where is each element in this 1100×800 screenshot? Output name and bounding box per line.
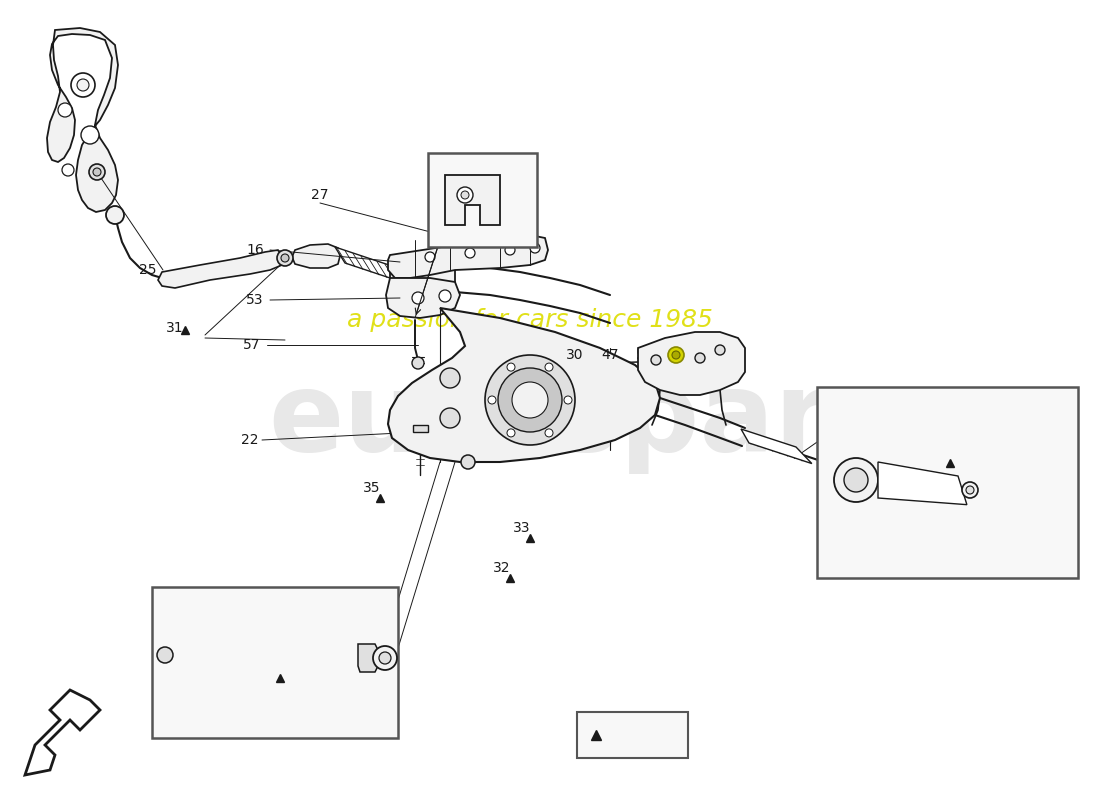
Circle shape <box>89 164 104 180</box>
Circle shape <box>412 292 424 304</box>
Circle shape <box>505 245 515 255</box>
Circle shape <box>81 126 99 144</box>
Circle shape <box>925 553 945 573</box>
Text: 35: 35 <box>363 481 381 495</box>
Text: 34: 34 <box>263 661 280 675</box>
Circle shape <box>465 248 475 258</box>
Circle shape <box>672 351 680 359</box>
Polygon shape <box>386 278 460 318</box>
Circle shape <box>507 363 515 371</box>
Circle shape <box>834 458 878 502</box>
Polygon shape <box>47 28 118 212</box>
Circle shape <box>564 396 572 404</box>
Circle shape <box>849 468 864 482</box>
Text: 25: 25 <box>140 263 156 277</box>
FancyBboxPatch shape <box>817 387 1078 578</box>
Text: eurospares: eurospares <box>268 366 971 474</box>
Text: 31: 31 <box>166 321 184 335</box>
Polygon shape <box>388 235 548 278</box>
Text: = 1: = 1 <box>630 728 654 742</box>
Text: 33: 33 <box>514 521 530 535</box>
Text: 16: 16 <box>246 243 264 257</box>
FancyBboxPatch shape <box>578 712 688 758</box>
Circle shape <box>77 79 89 91</box>
Circle shape <box>966 486 974 494</box>
Text: 53: 53 <box>246 293 264 307</box>
Text: 27: 27 <box>311 188 329 202</box>
Polygon shape <box>388 308 660 462</box>
Circle shape <box>58 103 72 117</box>
Polygon shape <box>292 244 340 268</box>
Circle shape <box>62 164 74 176</box>
Circle shape <box>425 252 435 262</box>
Polygon shape <box>358 644 378 672</box>
Text: 36: 36 <box>432 156 450 170</box>
Circle shape <box>544 429 553 437</box>
Circle shape <box>512 382 548 418</box>
Polygon shape <box>878 462 967 505</box>
Circle shape <box>715 345 725 355</box>
Circle shape <box>280 254 289 262</box>
Circle shape <box>488 396 496 404</box>
Circle shape <box>439 290 451 302</box>
Circle shape <box>277 250 293 266</box>
Circle shape <box>94 168 101 176</box>
Text: 47: 47 <box>602 348 618 362</box>
Circle shape <box>544 363 553 371</box>
Text: 22: 22 <box>241 433 258 447</box>
Circle shape <box>695 353 705 363</box>
Circle shape <box>507 429 515 437</box>
Circle shape <box>72 73 95 97</box>
Polygon shape <box>412 425 428 432</box>
Circle shape <box>498 368 562 432</box>
Polygon shape <box>446 175 501 225</box>
Circle shape <box>106 206 124 224</box>
Circle shape <box>440 368 460 388</box>
Circle shape <box>440 408 460 428</box>
Text: 54: 54 <box>636 348 653 362</box>
Circle shape <box>844 468 868 492</box>
Text: a passion for cars since 1985: a passion for cars since 1985 <box>348 308 713 332</box>
Text: 30: 30 <box>566 348 584 362</box>
Polygon shape <box>336 247 412 286</box>
Circle shape <box>157 647 173 663</box>
Circle shape <box>412 357 424 369</box>
Polygon shape <box>741 429 812 463</box>
Circle shape <box>530 243 540 253</box>
Circle shape <box>379 652 390 664</box>
Circle shape <box>373 646 397 670</box>
Circle shape <box>651 355 661 365</box>
Circle shape <box>485 355 575 445</box>
Text: V8: V8 <box>500 226 520 240</box>
Polygon shape <box>158 250 282 288</box>
FancyBboxPatch shape <box>152 587 398 738</box>
Circle shape <box>930 558 940 568</box>
Polygon shape <box>638 332 745 395</box>
Polygon shape <box>390 258 455 298</box>
Text: 57: 57 <box>243 338 261 352</box>
FancyBboxPatch shape <box>428 153 537 247</box>
Circle shape <box>456 187 473 203</box>
Circle shape <box>461 191 469 199</box>
Text: 32: 32 <box>493 561 510 575</box>
Circle shape <box>962 482 978 498</box>
Circle shape <box>668 347 684 363</box>
Polygon shape <box>25 690 100 775</box>
Text: 35: 35 <box>936 446 954 460</box>
Circle shape <box>461 455 475 469</box>
